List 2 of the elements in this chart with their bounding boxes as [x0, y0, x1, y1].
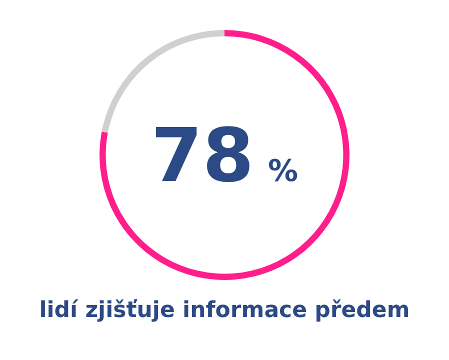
- text: lidí zjišťuje informace předem: [38, 298, 411, 323]
- data-label: 78 %: [150, 113, 298, 199]
